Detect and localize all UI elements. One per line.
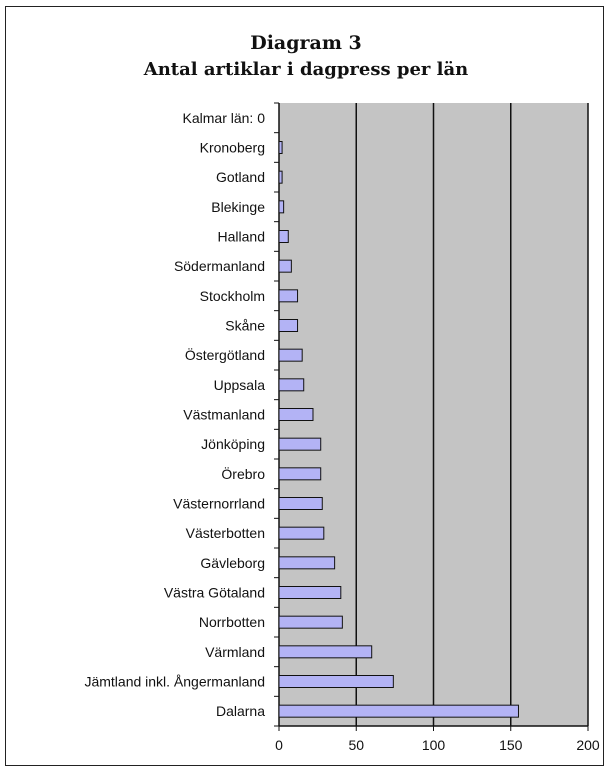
bar (278, 467, 322, 481)
bar (278, 259, 292, 273)
category-label: Östergötland (185, 346, 265, 363)
chart-title: Diagram 3 (250, 32, 362, 54)
bar (278, 408, 314, 421)
category-label: Jönköping (201, 436, 265, 452)
bar (278, 378, 305, 392)
category-label: Halland (218, 229, 265, 245)
bar (278, 200, 285, 214)
bar (278, 675, 394, 688)
category-label: Dalarna (216, 703, 265, 719)
category-label: Västernorrland (173, 496, 265, 512)
category-label: Gotland (216, 169, 265, 185)
category-label: Jämtland inkl. Ångermanland (84, 674, 265, 690)
bar (278, 319, 299, 332)
x-tick-label: 150 (499, 737, 523, 753)
bar (278, 615, 343, 629)
category-label: Västra Götaland (164, 585, 265, 601)
category-label: Örebro (221, 465, 265, 482)
x-tick-label: 200 (576, 737, 600, 753)
bar (278, 645, 373, 659)
category-label: Västmanland (183, 407, 265, 423)
bar (278, 586, 342, 599)
category-label: Kronoberg (200, 140, 265, 156)
category-label: Stockholm (200, 288, 265, 304)
category-label: Västerbotten (186, 525, 265, 541)
category-label: Skåne (225, 318, 265, 334)
bar (278, 526, 325, 540)
bar (278, 289, 299, 303)
bar (278, 704, 519, 718)
bar (278, 230, 289, 243)
category-label: Norrbotten (199, 614, 265, 630)
category-label: Gävleborg (200, 555, 265, 571)
bar (278, 497, 323, 510)
x-tick-label: 50 (348, 737, 364, 753)
x-tick-label: 100 (422, 737, 446, 753)
bar (278, 348, 303, 362)
category-label: Kalmar län: 0 (183, 110, 266, 126)
bar (278, 141, 283, 154)
bar (278, 170, 283, 184)
category-label: Uppsala (214, 377, 266, 393)
x-tick-label: 0 (275, 737, 283, 753)
bar (278, 556, 336, 570)
category-label: Blekinge (211, 199, 265, 215)
chart-subtitle: Antal artiklar i dagpress per län (143, 59, 469, 80)
bar (278, 437, 322, 451)
category-label: Södermanland (174, 258, 265, 274)
category-label: Värmland (205, 644, 265, 660)
